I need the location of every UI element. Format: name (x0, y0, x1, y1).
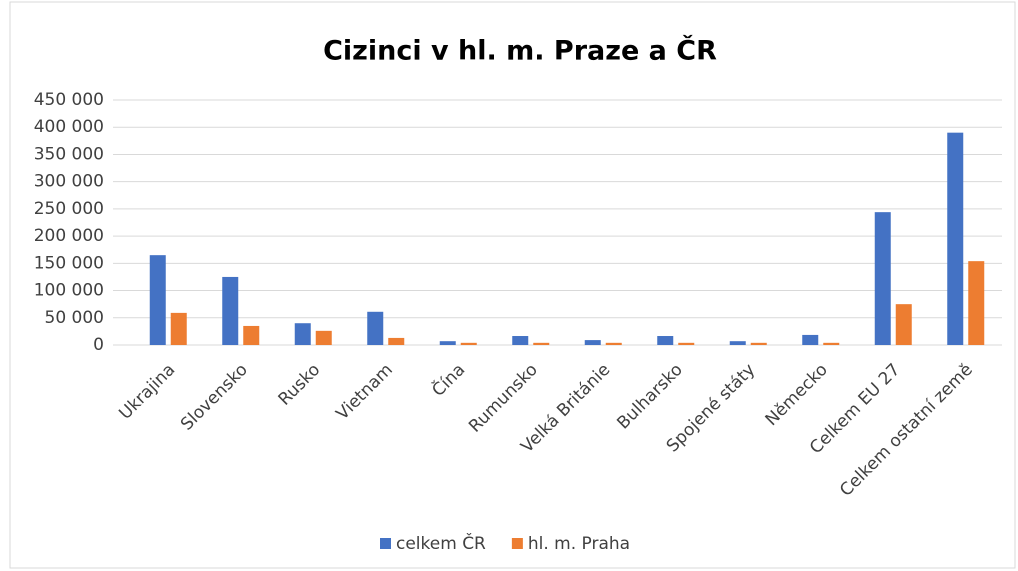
bar (315, 330, 332, 345)
y-tick-label: 100 000 (34, 281, 104, 301)
bar (802, 334, 819, 345)
chart-border (9, 1, 1016, 569)
y-tick-label: 350 000 (34, 144, 104, 164)
bar (584, 340, 601, 345)
bar (460, 342, 477, 345)
y-tick-label: 200 000 (34, 226, 104, 246)
bar (367, 311, 384, 345)
bar (657, 336, 674, 345)
bar (750, 342, 767, 345)
bar (678, 342, 695, 345)
bar (170, 312, 187, 345)
y-tick-label: 300 000 (34, 172, 104, 192)
bar (895, 304, 912, 345)
bar (874, 212, 891, 345)
legend-swatch (380, 538, 391, 549)
y-tick-label: 250 000 (34, 199, 104, 219)
y-tick-label: 150 000 (34, 253, 104, 273)
bar (968, 261, 985, 345)
bar (512, 336, 529, 345)
legend-swatch (511, 538, 523, 549)
bar (439, 341, 456, 345)
bar (947, 132, 964, 345)
legend-label: hl. m. Praha (528, 534, 630, 554)
y-tick-label: 400 000 (34, 117, 104, 137)
y-tick-label: 50 000 (45, 308, 104, 328)
bar (533, 342, 550, 345)
bar (388, 337, 405, 345)
bar (294, 323, 311, 345)
bar (149, 255, 166, 345)
y-tick-label: 0 (93, 335, 104, 355)
y-tick-label: 450 000 (34, 90, 104, 110)
bar (243, 325, 260, 345)
legend-label: celkem ČR (396, 532, 486, 554)
bar (605, 342, 622, 345)
chart-title: Cizinci v hl. m. Praze a ČR (323, 35, 717, 67)
bar (823, 342, 840, 345)
bar (729, 341, 746, 345)
bar (222, 276, 239, 345)
